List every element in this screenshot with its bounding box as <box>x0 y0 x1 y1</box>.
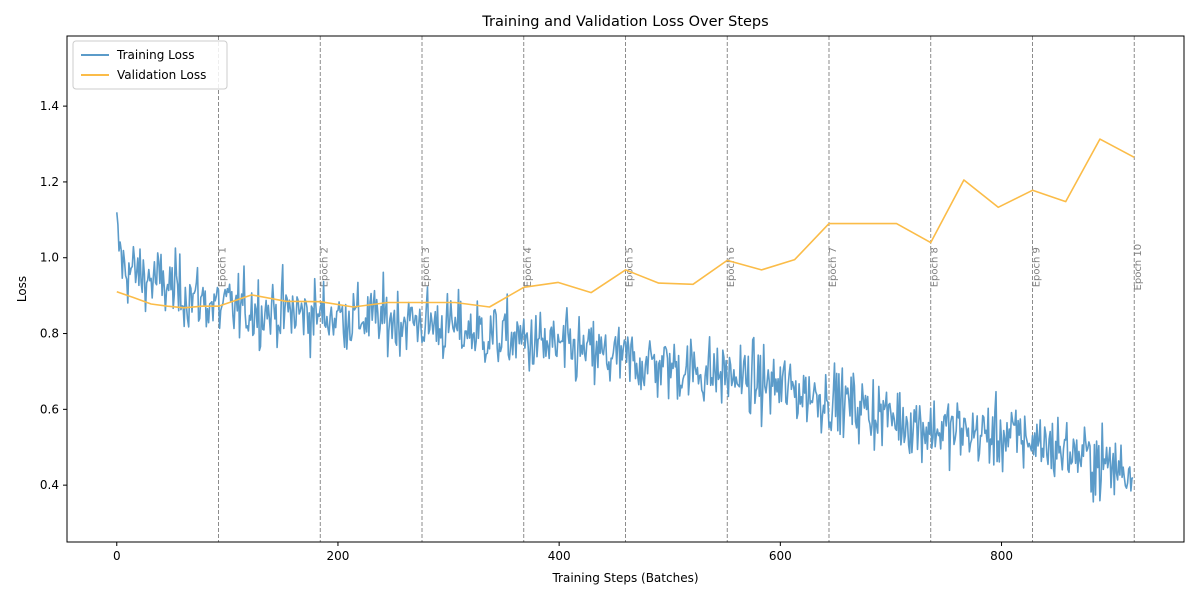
training-loss-line <box>116 212 1134 503</box>
epoch-markers: Epoch 1 Epoch 2 Epoch 3 Epoch 4 Epoch 5 Epoch… <box>218 36 1144 542</box>
x-tick-label: 800 <box>990 549 1013 563</box>
x-tick-label: 200 <box>327 549 350 563</box>
legend: Training Loss Validation Loss <box>72 40 228 90</box>
epoch-label: Epoch 6 <box>726 247 737 287</box>
y-tick-label: 1.2 <box>40 175 59 189</box>
x-axis-title: Training Steps (Batches) <box>551 571 698 585</box>
y-tick-label: 1.4 <box>40 99 59 113</box>
validation-loss-line <box>116 138 1135 309</box>
y-tick-label: 0.8 <box>40 327 59 341</box>
plot-area-frame <box>66 35 1185 543</box>
chart-title: Training and Validation Loss Over Steps <box>481 14 768 30</box>
epoch-label: Epoch 5 <box>625 247 636 287</box>
epoch-label: Epoch 8 <box>930 247 941 287</box>
epoch-label: Epoch 1 <box>218 247 229 287</box>
y-tick-label: 1.0 <box>40 251 59 265</box>
x-tick-label: 400 <box>548 549 571 563</box>
legend-validation-label: Validation Loss <box>117 68 206 82</box>
epoch-label: Epoch 4 <box>523 247 534 287</box>
epoch-label: Epoch 10 <box>1133 244 1144 291</box>
legend-training-label: Training Loss <box>116 48 194 62</box>
x-tick-label: 600 <box>769 549 792 563</box>
x-axis: 0 200 400 600 800 <box>113 542 1013 563</box>
epoch-label: Epoch 3 <box>421 247 432 287</box>
y-tick-label: 0.4 <box>40 478 59 492</box>
epoch-label: Epoch 2 <box>319 247 330 287</box>
series-layer <box>116 138 1135 503</box>
y-tick-label: 0.6 <box>40 402 59 416</box>
epoch-label: Epoch 9 <box>1031 247 1042 287</box>
epoch-label: Epoch 7 <box>828 247 839 287</box>
legend-box <box>72 40 228 90</box>
y-axis: 0.4 0.6 0.8 1.0 1.2 1.4 <box>40 99 67 492</box>
x-tick-label: 0 <box>113 549 121 563</box>
y-axis-title: Loss <box>15 276 29 302</box>
